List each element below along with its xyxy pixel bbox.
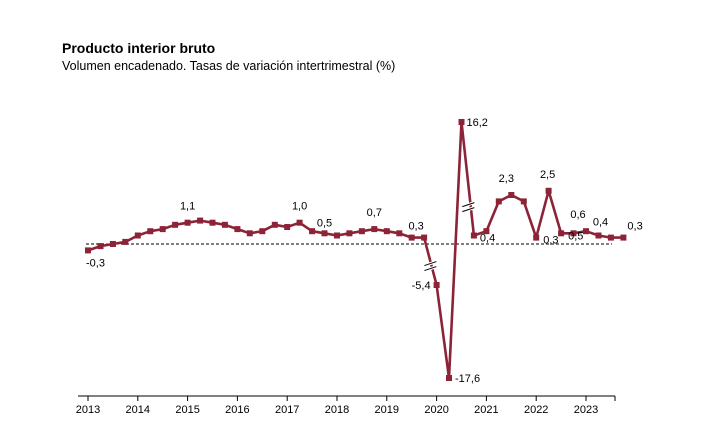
data-point [109,241,116,247]
data-point [421,234,428,241]
x-tick-label: 2018 [325,404,349,416]
series-line [87,120,624,380]
data-label: 0,4 [593,217,608,229]
x-tick-label: 2014 [126,404,150,416]
x-tick-label: 2016 [225,404,249,416]
x-tick-label: 2023 [574,404,598,416]
axis-break-mark [424,266,437,272]
data-point [296,219,303,226]
data-label: 0,3 [627,221,642,233]
data-label: 0,7 [367,207,382,219]
data-label: -5,4 [412,280,431,292]
data-point [595,232,602,239]
data-label: 0,6 [570,209,585,221]
data-label: 0,5 [568,230,583,242]
data-point [483,228,490,235]
data-point [396,230,403,237]
data-point [172,221,179,228]
data-point [346,230,353,237]
data-point [508,192,515,198]
data-point [246,230,253,237]
x-tick-label: 2022 [524,404,548,416]
data-label: 0,5 [317,217,332,229]
x-tick-label: 2015 [175,404,199,416]
data-point [234,226,241,233]
data-label: 16,2 [467,117,488,129]
data-point [607,234,614,241]
data-point [583,228,589,235]
data-label: 1,1 [180,201,195,213]
data-label: -0,3 [86,257,105,269]
data-point [271,221,278,228]
data-point [533,234,540,241]
data-point [371,226,378,233]
data-point [221,221,228,228]
data-point [620,234,627,241]
data-point [284,224,291,230]
data-point [558,230,565,237]
data-point [446,375,452,381]
data-point [147,228,154,235]
data-label: -17,6 [455,373,480,385]
data-point [570,230,577,237]
axis-break-mark [462,202,475,208]
data-point [85,247,91,254]
data-point [159,226,166,233]
data-point [470,232,477,239]
chart-title: Producto interior bruto [62,40,216,56]
data-label: 2,5 [540,169,555,181]
x-tick-label: 2019 [375,404,399,416]
data-label: 0,3 [408,221,423,233]
data-point [545,187,552,194]
data-point [458,119,465,125]
x-tick-label: 2020 [424,404,448,416]
data-label: 2,3 [499,173,514,185]
data-point [197,217,204,224]
data-point [209,219,216,226]
data-point [321,230,328,237]
data-label: 1,0 [292,201,307,213]
data-point [520,198,527,205]
axis-break-mark [424,261,437,267]
data-point [433,282,440,288]
data-point [259,228,266,235]
data-point [408,234,415,241]
x-tick-label: 2013 [76,404,100,416]
data-point [495,198,502,205]
data-point [334,232,340,239]
data-point [383,228,390,235]
data-point [358,228,365,235]
x-tick-label: 2017 [275,404,299,416]
data-point [122,238,129,245]
data-point [309,228,316,235]
data-point [134,232,141,239]
x-tick-label: 2021 [474,404,498,416]
data-point [184,219,191,226]
data-label: 0,3 [543,235,558,247]
axis-break-mark [462,207,475,213]
chart-subtitle: Volumen encadenado. Tasas de variación i… [62,59,396,73]
data-label: 0,4 [480,233,495,245]
data-point [97,243,104,250]
